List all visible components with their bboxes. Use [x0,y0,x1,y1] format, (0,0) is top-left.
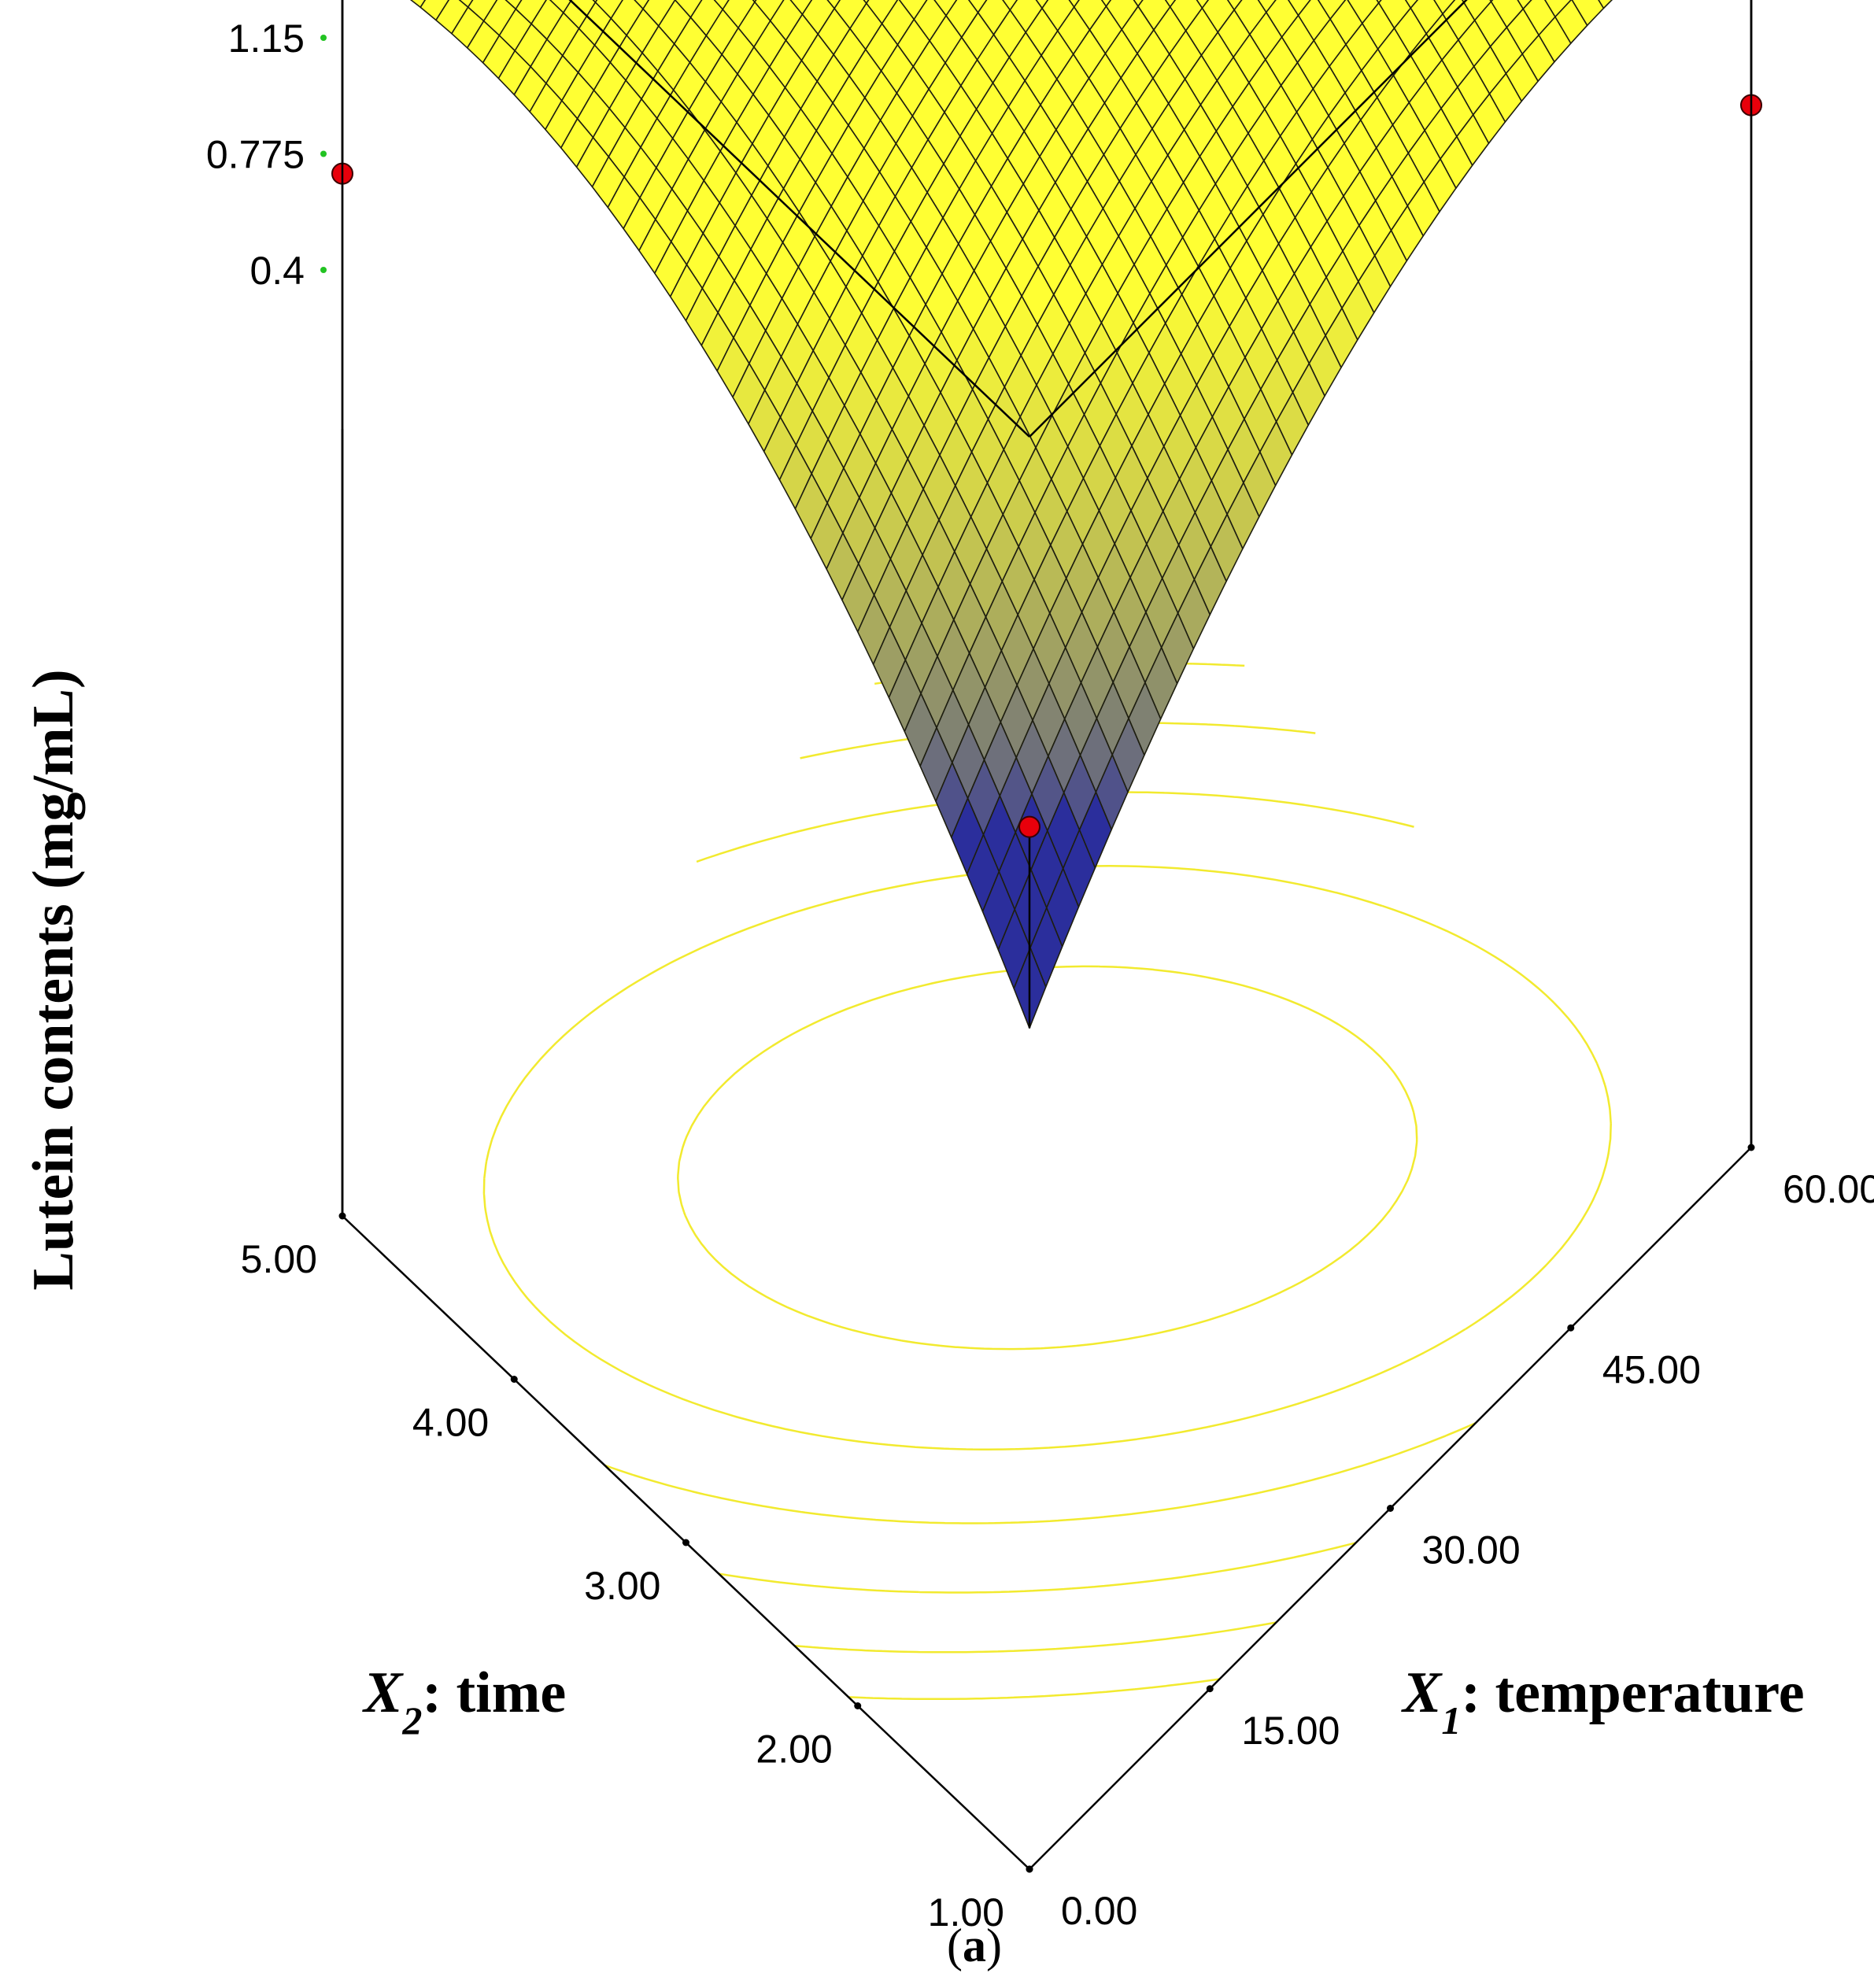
surface-cell [1517,0,1532,10]
x2-tick-label-1: 2.00 [756,1727,832,1772]
surface-cell [1257,0,1277,13]
x2-tick-4 [338,1212,346,1220]
x1-tick-label-3: 45.00 [1602,1347,1701,1391]
x1-axis-title: X1: temperature [1401,1661,1805,1742]
x2-tick-2 [682,1539,689,1546]
surface-cell [1598,0,1613,9]
z-tick-label-1: 0.775 [206,133,305,177]
surface-cell [634,0,650,10]
x2-tick-label-3: 4.00 [412,1401,489,1445]
x1-tick-4 [1747,1144,1755,1151]
surface-cell [713,0,730,10]
contour-line-4 [482,865,1612,1450]
figure-caption: (a) [947,1920,1002,1971]
x2-tick-1 [854,1702,862,1709]
x2-tick-0 [1026,1865,1033,1873]
x1-tick-label-1: 15.00 [1241,1709,1340,1753]
surface-cell [1035,0,1049,9]
surface-cell [1196,0,1210,9]
surface-cell [1226,0,1243,11]
surface-cell [505,0,523,10]
surface-cell [1133,0,1144,7]
surface-cell [1100,0,1112,7]
z-tick-label-0: 0.4 [249,249,305,293]
z-axis-title: Lutein contents (mg/mL) [21,669,86,1290]
z-tick-1 [320,150,327,157]
surface-cell [1068,0,1080,8]
surface-cell [1404,0,1419,9]
x1-tick-3 [1567,1324,1575,1332]
surface-cell [826,0,841,9]
surface-cell [967,0,988,13]
axis-tick-labels: 0.00 15.00 30.00 45.00 60.00 1.00 2.00 3.00 4.00… [206,17,1874,1934]
x2-tick-label-4: 5.00 [241,1237,317,1281]
top-edge-left [568,0,1030,438]
design-point-3 [1018,815,1040,838]
x2-tick-label-2: 3.00 [584,1564,660,1608]
axis-tick-marks [320,35,1755,1873]
x1-tick-1 [1206,1685,1214,1693]
top-edge-right [1029,0,1468,438]
surface-cell [1002,0,1018,11]
x2-axis-title: X2: time [362,1661,566,1742]
x2-tick-label-0: 1.00 [928,1890,1004,1934]
z-tick-0 [320,267,327,273]
surface-cell [1164,0,1177,8]
x2-tick-3 [510,1376,518,1383]
surface-cell [458,0,474,8]
response-surface [409,0,1613,1029]
x1-tick-label-0: 0.00 [1061,1889,1137,1933]
x1-tick-2 [1387,1505,1394,1512]
z-tick-2 [320,35,327,41]
x1-tick-label-4: 60.00 [1783,1167,1874,1211]
x1-tick-label-2: 30.00 [1422,1528,1521,1572]
z-tick-label-2: 1.15 [228,17,305,61]
